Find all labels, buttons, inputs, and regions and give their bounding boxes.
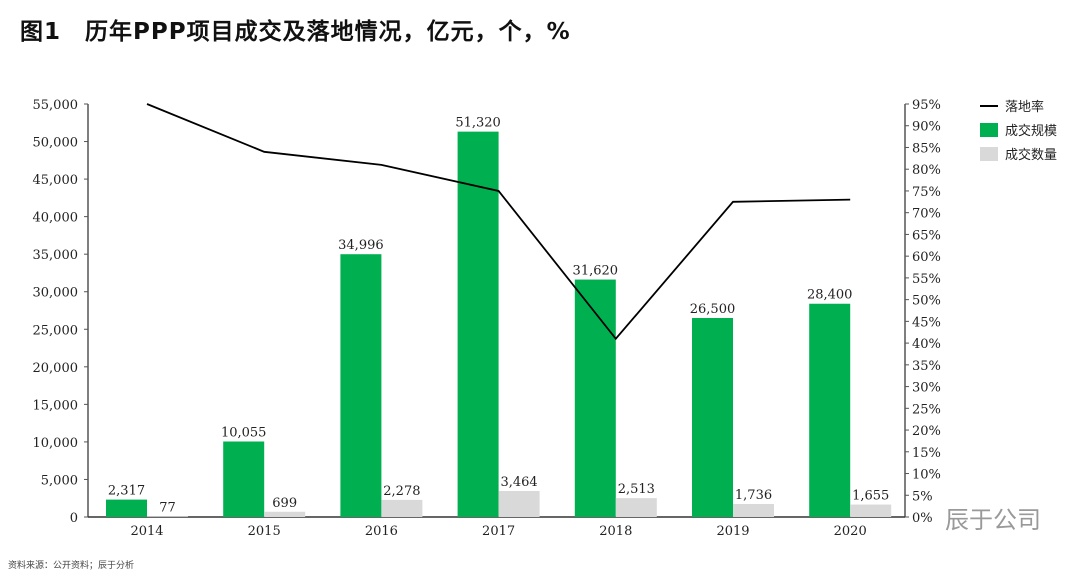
right-tick-label: 30% (912, 381, 941, 396)
left-tick-label: 25,000 (33, 323, 79, 338)
bar-count-label: 1,655 (852, 489, 889, 504)
bar-scale (574, 279, 616, 517)
bar-scale (692, 318, 733, 517)
legend-label: 成交数量 (1005, 147, 1057, 163)
left-tick-label: 30,000 (33, 286, 79, 301)
left-tick-label: 45,000 (33, 173, 79, 188)
bar-scale (223, 441, 265, 517)
bar-scale-label: 31,620 (573, 264, 619, 279)
right-tick-label: 10% (912, 468, 941, 483)
bar-count-label: 1,736 (735, 488, 772, 503)
left-tick-label: 15,000 (33, 398, 79, 413)
right-tick-label: 35% (912, 359, 941, 374)
bar-scale-label: 26,500 (690, 302, 736, 317)
right-tick-label: 60% (912, 250, 941, 265)
x-tick-label: 2019 (716, 524, 749, 539)
bar-count (498, 490, 540, 517)
right-tick-label: 75% (912, 185, 941, 200)
right-tick-label: 70% (912, 207, 941, 222)
right-tick-label: 50% (912, 294, 941, 309)
bar-scale (457, 131, 499, 517)
right-tick-label: 0% (912, 511, 933, 526)
left-tick-label: 40,000 (33, 211, 79, 226)
legend-label: 成交规模 (1005, 123, 1057, 139)
left-tick-label: 55,000 (33, 98, 79, 113)
bar-count (615, 498, 657, 517)
bar-count (381, 499, 423, 517)
left-tick-label: 20,000 (33, 361, 79, 376)
left-tick-label: 50,000 (33, 136, 79, 151)
x-tick-label: 2015 (248, 524, 281, 539)
bar-scale (809, 303, 851, 517)
right-tick-label: 25% (912, 402, 941, 417)
x-tick-label: 2017 (482, 524, 515, 539)
right-tick-label: 65% (912, 228, 941, 243)
x-tick-label: 2014 (130, 524, 163, 539)
x-tick-label: 2020 (834, 524, 867, 539)
source-note: 资料来源：公开资料；辰于分析 (8, 561, 135, 571)
right-tick-label: 80% (912, 163, 941, 178)
bar-count-label: 3,464 (500, 475, 537, 490)
right-tick-label: 45% (912, 315, 941, 330)
bar-scale (106, 499, 147, 517)
right-tick-label: 20% (912, 424, 941, 439)
right-tick-label: 95% (912, 98, 941, 113)
bar-count-label: 699 (272, 496, 297, 511)
legend-swatch (980, 147, 998, 161)
bar-scale (340, 254, 382, 517)
right-tick-label: 5% (912, 489, 933, 504)
line-landing-rate (146, 103, 851, 341)
left-tick-label: 0 (70, 511, 78, 526)
right-tick-label: 55% (912, 272, 941, 287)
bar-scale-label: 34,996 (338, 238, 384, 253)
right-tick-label: 85% (912, 141, 941, 156)
left-tick-label: 35,000 (33, 248, 79, 263)
watermark: 辰于公司 (945, 506, 1041, 534)
bar-count (147, 516, 188, 517)
left-tick-label: 5,000 (41, 473, 78, 488)
bar-scale-label: 28,400 (807, 288, 853, 303)
right-tick-label: 90% (912, 120, 941, 135)
bar-scale-label: 10,055 (221, 425, 267, 440)
chart-title: 图1 历年PPP项目成交及落地情况，亿元，个，% (20, 19, 571, 45)
x-tick-label: 2018 (599, 524, 632, 539)
legend-swatch (980, 123, 998, 137)
bar-count (264, 511, 306, 517)
bar-count-label: 2,513 (618, 482, 655, 497)
left-tick-label: 10,000 (33, 436, 79, 451)
right-tick-label: 40% (912, 337, 941, 352)
x-tick-label: 2016 (365, 524, 398, 539)
right-tick-label: 15% (912, 446, 941, 461)
legend-label: 落地率 (1005, 99, 1044, 115)
bar-scale-label: 51,320 (455, 116, 501, 131)
bar-count (850, 504, 892, 517)
bar-count-label: 77 (159, 500, 176, 515)
bar-scale-label: 2,317 (108, 484, 145, 499)
bar-count (733, 503, 774, 517)
bar-count-label: 2,278 (383, 484, 420, 499)
